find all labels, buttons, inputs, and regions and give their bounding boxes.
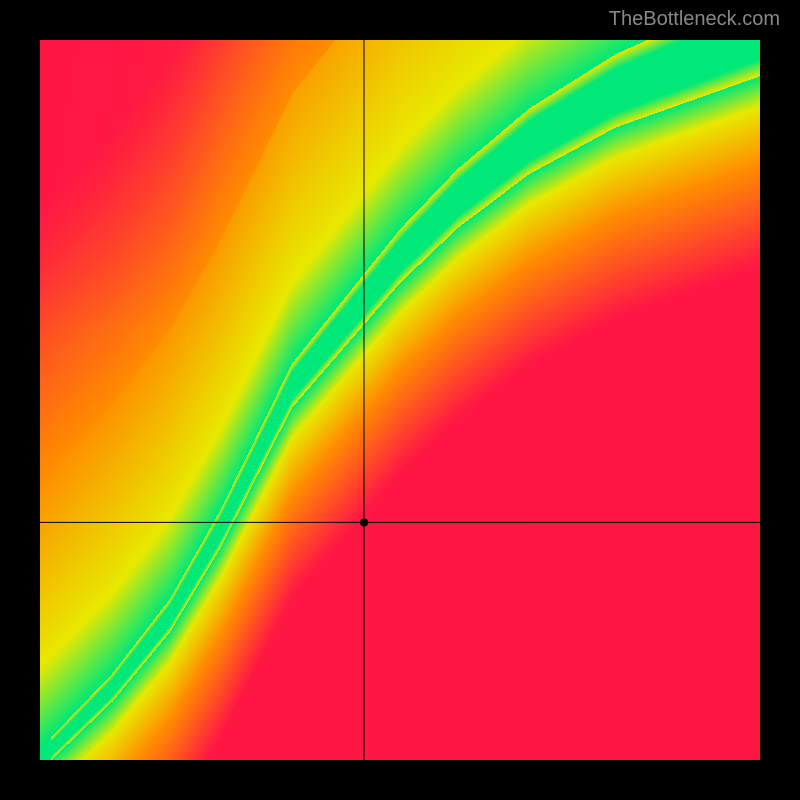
heatmap-canvas xyxy=(40,40,760,760)
heatmap-chart xyxy=(40,40,760,760)
watermark-text: TheBottleneck.com xyxy=(609,8,780,31)
